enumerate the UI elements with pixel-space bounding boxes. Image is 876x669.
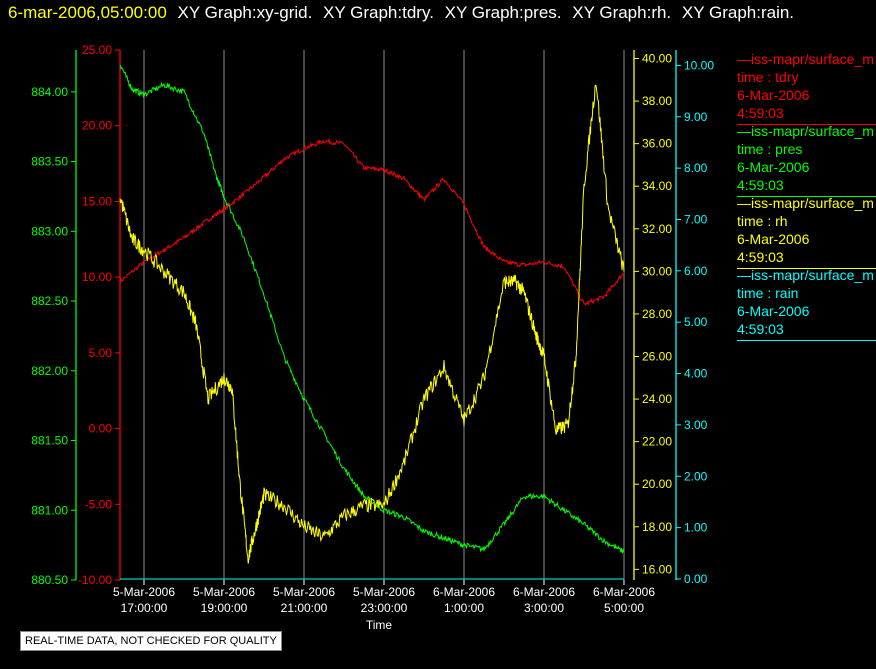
x-tick-label-date: 6-Mar-2006 xyxy=(593,585,655,599)
legend-tdry: —iss-mapr/surface_m time : tdry 6-Mar-20… xyxy=(737,50,876,125)
tdry-tick-label: 25.00 xyxy=(82,43,112,57)
legend-rain: —iss-mapr/surface_m time : rain 6-Mar-20… xyxy=(737,266,876,341)
tdry-tick-label: 0.00 xyxy=(89,422,113,436)
rain-tick-label: 1.00 xyxy=(684,521,708,535)
legend-pres-label: time : pres xyxy=(737,141,803,157)
graph-title-rain: XY Graph:rain. xyxy=(681,3,795,22)
rain-tick-label: 2.00 xyxy=(684,469,708,483)
tdry-tick-label: 5.00 xyxy=(89,346,113,360)
rh-tick-label: 40.00 xyxy=(642,52,672,66)
graph-title-rh: XY Graph:rh. xyxy=(572,3,672,22)
header: 6-mar-2006,05:00:00 XY Graph:xy-grid. XY… xyxy=(8,3,794,23)
x-tick-label-date: 5-Mar-2006 xyxy=(113,585,175,599)
legend-pres: —iss-mapr/surface_m time : pres 6-Mar-20… xyxy=(737,122,876,197)
rain-tick-label: 6.00 xyxy=(684,264,708,278)
legend-pres-time: 4:59:03 xyxy=(737,177,784,193)
pres-tick-label: 883.00 xyxy=(31,224,68,238)
x-tick-label-time: 17:00:00 xyxy=(121,601,168,615)
rh-tick-label: 18.00 xyxy=(642,520,672,534)
x-tick-label-date: 5-Mar-2006 xyxy=(193,585,255,599)
pres-tick-label: 881.50 xyxy=(31,434,68,448)
legend-tdry-time: 4:59:03 xyxy=(737,105,784,121)
tdry-tick-label: -5.00 xyxy=(85,497,113,511)
rain-tick-label: 3.00 xyxy=(684,418,708,432)
pres-tick-label: 881.00 xyxy=(31,503,68,517)
legend-rain-divider xyxy=(737,340,876,341)
series-pres xyxy=(119,64,625,554)
graph-title-pres: XY Graph:pres. xyxy=(444,3,562,22)
legend-rain-time: 4:59:03 xyxy=(737,321,784,337)
graph-title-tdry: XY Graph:tdry. xyxy=(323,3,434,22)
legend-rain-label: time : rain xyxy=(737,285,799,301)
rain-tick-label: 0.00 xyxy=(684,572,708,586)
legend-tdry-date: 6-Mar-2006 xyxy=(737,87,810,103)
rain-tick-label: 4.00 xyxy=(684,367,708,381)
rh-tick-label: 16.00 xyxy=(642,562,672,576)
legend-rh-time: 4:59:03 xyxy=(737,249,784,265)
x-tick-label-date: 6-Mar-2006 xyxy=(513,585,575,599)
legend-pres-name: —iss-mapr/surface_m xyxy=(737,123,874,139)
legend-pres-divider xyxy=(737,196,876,197)
x-tick-label-time: 1:00:00 xyxy=(444,601,484,615)
rh-tick-label: 22.00 xyxy=(642,435,672,449)
quality-note: REAL-TIME DATA, NOT CHECKED FOR QUALITY xyxy=(20,631,282,651)
timestamp: 6-mar-2006,05:00:00 xyxy=(8,3,167,22)
legend-rh-name: —iss-mapr/surface_m xyxy=(737,195,874,211)
rh-tick-label: 28.00 xyxy=(642,307,672,321)
x-tick-label-time: 19:00:00 xyxy=(201,601,248,615)
tdry-tick-label: 15.00 xyxy=(82,194,112,208)
rain-tick-label: 7.00 xyxy=(684,212,708,226)
rh-tick-label: 38.00 xyxy=(642,94,672,108)
legend-rh-divider xyxy=(737,268,876,269)
legend-rain-date: 6-Mar-2006 xyxy=(737,303,810,319)
rain-tick-label: 8.00 xyxy=(684,161,708,175)
rh-tick-label: 36.00 xyxy=(642,137,672,151)
legend-tdry-label: time : tdry xyxy=(737,69,799,85)
series-rh xyxy=(119,85,625,564)
legend-rain-name: —iss-mapr/surface_m xyxy=(737,267,874,283)
pres-tick-label: 882.00 xyxy=(31,364,68,378)
rain-tick-label: 5.00 xyxy=(684,315,708,329)
pres-tick-label: 880.50 xyxy=(31,573,68,587)
legend-pres-date: 6-Mar-2006 xyxy=(737,159,810,175)
x-tick-label-date: 6-Mar-2006 xyxy=(433,585,495,599)
x-tick-label-date: 5-Mar-2006 xyxy=(273,585,335,599)
legend-rh: —iss-mapr/surface_m time : rh 6-Mar-2006… xyxy=(737,194,876,269)
rh-tick-label: 26.00 xyxy=(642,350,672,364)
x-tick-label-date: 5-Mar-2006 xyxy=(353,585,415,599)
legend-tdry-name: —iss-mapr/surface_m xyxy=(737,51,874,67)
graph-title-grid: XY Graph:xy-grid. xyxy=(177,3,313,22)
series-tdry xyxy=(119,137,625,306)
pres-tick-label: 882.50 xyxy=(31,294,68,308)
pres-tick-label: 884.00 xyxy=(31,85,68,99)
tdry-tick-label: 10.00 xyxy=(82,270,112,284)
legend-rh-date: 6-Mar-2006 xyxy=(737,231,810,247)
legend-rh-label: time : rh xyxy=(737,213,788,229)
rh-tick-label: 32.00 xyxy=(642,222,672,236)
x-tick-label-time: 23:00:00 xyxy=(361,601,408,615)
x-tick-label-time: 5:00:00 xyxy=(604,601,644,615)
tdry-tick-label: -10.00 xyxy=(78,573,112,587)
x-tick-label-time: 21:00:00 xyxy=(281,601,328,615)
tdry-tick-label: 20.00 xyxy=(82,119,112,133)
rh-tick-label: 30.00 xyxy=(642,264,672,278)
x-axis-label: Time xyxy=(366,618,393,632)
rh-tick-label: 34.00 xyxy=(642,179,672,193)
rain-tick-label: 9.00 xyxy=(684,110,708,124)
x-tick-label-time: 3:00:00 xyxy=(524,601,564,615)
rh-tick-label: 20.00 xyxy=(642,477,672,491)
pres-tick-label: 883.50 xyxy=(31,155,68,169)
rain-tick-label: 10.00 xyxy=(684,58,714,72)
legend-tdry-divider xyxy=(737,124,876,125)
rh-tick-label: 24.00 xyxy=(642,392,672,406)
